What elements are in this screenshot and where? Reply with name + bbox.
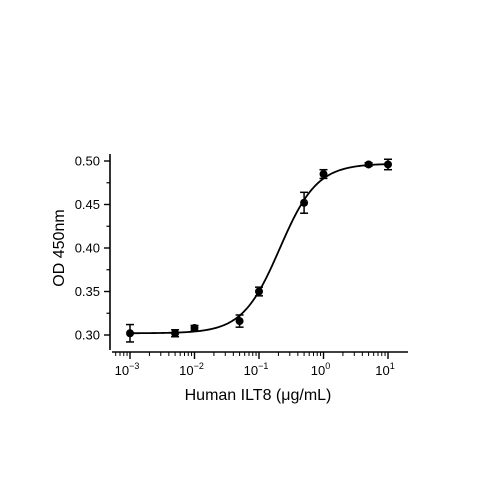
x-tick-label: 10−2 bbox=[179, 361, 204, 378]
data-point bbox=[384, 160, 392, 169]
data-point bbox=[190, 324, 199, 333]
data-point bbox=[364, 160, 373, 169]
x-tick-label: 101 bbox=[375, 361, 394, 378]
y-tick-label: 0.50 bbox=[75, 154, 100, 169]
y-tick-label: 0.30 bbox=[75, 328, 100, 343]
axes: 0.30 0.35 0.40 0.45 0.50 10−3 10−2 10−1 100 101 bbox=[75, 154, 408, 378]
y-tick-label: 0.40 bbox=[75, 241, 100, 256]
data-point bbox=[126, 329, 134, 338]
fit-curve-group bbox=[130, 163, 389, 335]
y-tick-label: 0.35 bbox=[75, 284, 100, 299]
data-points bbox=[126, 158, 392, 343]
y-tick-label: 0.45 bbox=[75, 197, 100, 212]
data-point bbox=[319, 170, 328, 179]
data-point bbox=[255, 287, 263, 296]
data-point bbox=[171, 329, 180, 338]
fit-curve bbox=[130, 163, 389, 335]
y-axis-title: OD 450nm bbox=[51, 209, 68, 286]
data-point bbox=[300, 198, 309, 207]
x-tick-label: 10−3 bbox=[115, 361, 140, 378]
x-tick-label: 10−1 bbox=[244, 361, 269, 378]
x-tick-label: 100 bbox=[311, 361, 330, 378]
x-axis-title: Human ILT8 (μg/mL) bbox=[185, 387, 332, 404]
data-point bbox=[235, 317, 244, 326]
